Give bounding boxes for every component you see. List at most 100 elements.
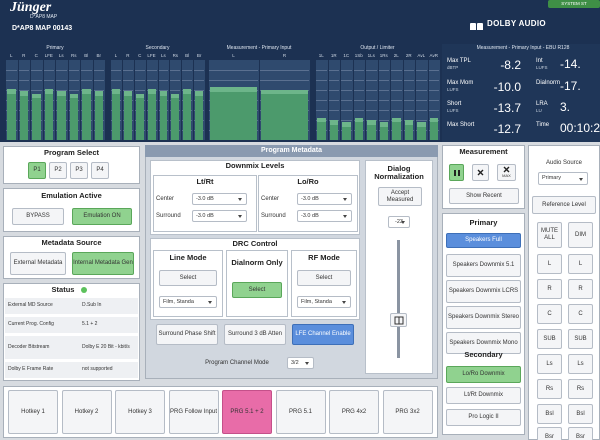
primary-button[interactable]: Speakers Downmix Mono [446, 332, 521, 354]
section-title: DRC Control [232, 239, 278, 249]
option-button[interactable]: Surround Phase Shift [156, 324, 218, 345]
speaker-button[interactable]: L [537, 254, 562, 274]
dropdown[interactable]: -3.0 dB [297, 210, 352, 222]
meter-tick [428, 100, 439, 101]
secondary-button[interactable]: Lo/Ro Downmix [446, 366, 521, 383]
speaker-button[interactable]: Bsl [568, 404, 593, 424]
meter-fill [404, 124, 413, 140]
speaker-button[interactable]: SUB [537, 329, 562, 349]
emulation-button[interactable]: Emulation ON [72, 208, 132, 225]
loudness-panel [442, 44, 600, 142]
hotkey-button[interactable]: Hotkey 2 [61, 390, 112, 434]
speaker-button[interactable]: Bsr [568, 427, 593, 440]
program-button[interactable]: P3 [70, 162, 88, 179]
secondary-button[interactable]: Pro Logic II [446, 409, 521, 426]
metadata-button[interactable]: Internal Metadata Gen [72, 252, 134, 275]
loudness-label: LRA [536, 100, 548, 107]
meter-tick [428, 70, 439, 71]
dropdown[interactable]: Film, Standa [159, 296, 217, 308]
speaker-button[interactable]: Ls [568, 354, 593, 374]
dropdown[interactable]: -3.0 dB [192, 193, 247, 205]
channel-label: 1C [343, 53, 350, 59]
channel-label: Ls [161, 53, 166, 59]
select-button[interactable]: Select [297, 270, 351, 286]
row-label: Surround [261, 212, 286, 219]
program-button[interactable]: P4 [91, 162, 109, 179]
speaker-button[interactable]: R [568, 279, 593, 299]
hotkey-button[interactable]: Hotkey 3 [115, 390, 165, 434]
meter-tick [134, 70, 145, 71]
hotkey-button[interactable]: PRG 5.1 [275, 390, 326, 434]
meter-tick [391, 70, 402, 71]
meter-tick [43, 70, 54, 71]
speaker-button[interactable]: DIM [568, 222, 593, 248]
hotkey-button[interactable]: PRG 4x2 [329, 390, 379, 434]
reset-max-button[interactable] [497, 164, 516, 181]
pause-button[interactable] [449, 164, 464, 181]
slider-track [397, 240, 400, 358]
meter-fill [379, 127, 388, 140]
metadata-button[interactable]: External Metadata [10, 252, 66, 275]
group-title: Lo/Ro [297, 177, 319, 186]
meter-tick [170, 90, 181, 91]
emulation-button[interactable]: BYPASS [12, 208, 64, 225]
meter-fill [44, 93, 53, 140]
meter-fill [7, 93, 16, 140]
select-button[interactable]: Select [159, 270, 217, 286]
meter-peak [317, 117, 326, 123]
reference-level-button[interactable]: Reference Level [532, 196, 596, 214]
show-recent-button[interactable]: Show Recent [449, 188, 519, 204]
meter-tick [341, 110, 352, 111]
meter-tick [416, 110, 427, 111]
speaker-button[interactable]: R [537, 279, 562, 299]
primary-button[interactable]: Speakers Downmix 5.1 [446, 254, 521, 277]
loudness-label: Max Mom [447, 79, 474, 86]
system-button[interactable]: SYSTEM ST [548, 0, 600, 8]
dropdown[interactable]: -3.0 dB [192, 210, 247, 222]
primary-button[interactable]: Speakers Full [446, 233, 521, 248]
dropdown[interactable]: Primary [538, 172, 588, 185]
hotkey-button[interactable]: PRG Follow Input [168, 390, 219, 434]
channel-label: Ls [58, 53, 64, 59]
speaker-button[interactable]: Rs [568, 379, 593, 399]
hotkey-button[interactable]: PRG 3x2 [382, 390, 433, 434]
accept-button[interactable]: Accept Measured [378, 187, 422, 206]
dropdown[interactable]: -3.0 dB [297, 193, 352, 205]
meter-tick [316, 90, 327, 91]
primary-button[interactable]: Speakers Downmix LCRS [446, 280, 521, 303]
speaker-button[interactable]: Ls [537, 354, 562, 374]
meter-tick [428, 90, 439, 91]
slider-thumb[interactable] [390, 313, 407, 327]
dropdown[interactable]: Film, Standa [297, 296, 351, 308]
speaker-button[interactable]: SUB [568, 329, 593, 349]
program-button[interactable]: P2 [49, 162, 67, 179]
select-button[interactable]: Select [232, 282, 282, 298]
hotkey-button[interactable]: PRG 5.1 + 2 [222, 390, 272, 434]
meter-tick [43, 80, 54, 81]
option-button[interactable]: Surround 3 dB Atten [224, 324, 286, 345]
speaker-button[interactable]: C [537, 304, 562, 324]
channel-label: L [114, 53, 118, 59]
meter-peak [44, 88, 53, 94]
secondary-button[interactable]: Lt/Rt Downmix [446, 387, 521, 404]
hotkey-button[interactable]: Hotkey 1 [8, 390, 58, 434]
channel-label: Bl [84, 53, 89, 59]
speaker-button[interactable]: Rs [537, 379, 562, 399]
status-value: not supported [82, 366, 113, 373]
program-button[interactable]: P1 [28, 162, 46, 179]
reset-button[interactable] [472, 164, 489, 181]
speaker-button[interactable]: MUTE ALL [537, 222, 562, 248]
icon [453, 169, 460, 176]
primary-button[interactable]: Speakers Downmix Stereo [446, 306, 521, 329]
dropdown[interactable]: 3/2 [287, 357, 314, 369]
speaker-button[interactable]: L [568, 254, 593, 274]
option-button[interactable]: LFE Channel Enable [292, 324, 354, 345]
speaker-button[interactable]: C [568, 304, 593, 324]
meter-tick [416, 80, 427, 81]
speaker-button[interactable]: Bsr [537, 427, 562, 440]
meter-title: Primary [46, 45, 64, 52]
device-name: D*AP8 MAP 00143 [12, 25, 73, 33]
speaker-button[interactable]: Bsl [537, 404, 562, 424]
meter-tick [353, 100, 364, 101]
